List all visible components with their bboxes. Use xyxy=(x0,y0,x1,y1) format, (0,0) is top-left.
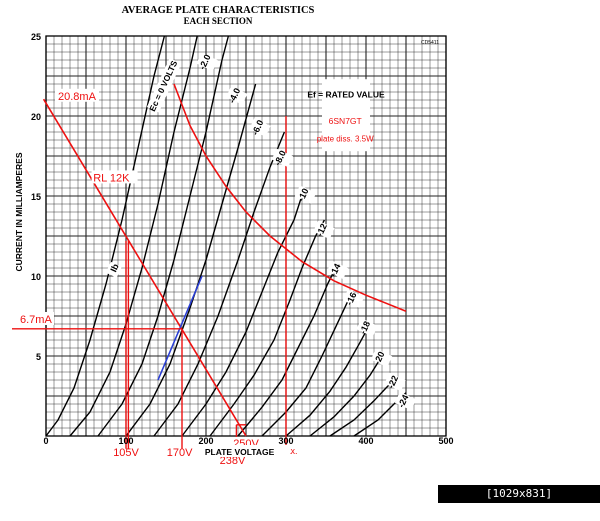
ann-bg xyxy=(18,312,54,325)
y-tick-label: 5 xyxy=(36,352,41,362)
xlabel-bg xyxy=(206,445,290,457)
ib-label: Ib xyxy=(108,262,121,274)
annotation-238v: 238V xyxy=(220,455,246,467)
curve-label-bg xyxy=(226,86,248,105)
curve-label-bg xyxy=(356,318,378,337)
curve-label-bg xyxy=(271,148,294,168)
y-tick-label: 20 xyxy=(31,112,41,122)
curve-label-bg xyxy=(249,118,271,137)
curve-label: -12 xyxy=(314,222,329,238)
curve-label: -24 xyxy=(396,393,411,409)
bias-line xyxy=(157,275,203,381)
x-tick-label: 100 xyxy=(118,436,133,446)
annotation-105v: 105V xyxy=(113,447,139,459)
chart-subtitle: EACH SECTION xyxy=(184,16,253,26)
curve-label: -22 xyxy=(386,374,401,390)
plate-characteristics-chart: -2.0-4.0-6.0-8.0-10-12-14-16-18-20-22-24… xyxy=(12,5,454,467)
plate-curve-7 xyxy=(237,267,337,437)
plate-curve-1 xyxy=(69,35,198,437)
plate-curve-0 xyxy=(45,35,166,437)
y-tick-label: 15 xyxy=(31,192,41,202)
x-tick-label: 300 xyxy=(278,436,293,446)
grid xyxy=(45,35,447,437)
image-host-footer: [1029x831] https://upic.me/ xyxy=(438,485,600,518)
tube-type-label: 6SN7GT xyxy=(329,116,362,126)
curve-label-bg xyxy=(294,185,317,204)
annotation-170v: 170V xyxy=(167,447,193,459)
plate-curve-10 xyxy=(309,355,383,437)
label-box xyxy=(322,79,370,152)
curve-label-bg xyxy=(370,348,393,368)
curve-label-bg xyxy=(342,289,365,308)
plate-curve-5 xyxy=(181,187,306,437)
x-tick-label: 0 xyxy=(43,436,48,446)
annotation-6-7ma: 6.7mA xyxy=(20,314,52,326)
curve-label-bg xyxy=(326,260,349,280)
load-line xyxy=(42,98,247,437)
dissipation-curve xyxy=(173,83,407,312)
curve-label: -20 xyxy=(372,350,387,366)
curve-label: -16 xyxy=(344,291,359,307)
ec-label-bg xyxy=(146,58,182,113)
curve-label-bg xyxy=(394,391,417,411)
plate-curve-9 xyxy=(285,323,371,437)
ann-bg xyxy=(55,88,99,102)
labels: -2.0-4.0-6.0-8.0-10-12-14-16-18-20-22-24… xyxy=(14,5,454,467)
curve-label: -10 xyxy=(296,187,311,203)
curve-label: -18 xyxy=(358,320,373,336)
ann-bg xyxy=(91,170,138,184)
curve-label-bg xyxy=(384,372,406,392)
curve-label: -14 xyxy=(328,262,343,278)
curve-label-bg xyxy=(196,52,218,72)
plate-curve-6 xyxy=(209,219,326,437)
x-axis-label: PLATE VOLTAGE xyxy=(205,447,275,457)
chart-title: AVERAGE PLATE CHARACTERISTICS xyxy=(122,5,315,16)
chart-container: -2.0 -4.0 -6.0 -8.0 -10 -12 -14 -16 -18 -20 -22 -24… xyxy=(12,5,600,518)
x-tick-label: 400 xyxy=(358,436,373,446)
ib-label-bg xyxy=(105,261,122,278)
code-label: CD5411 xyxy=(421,40,439,46)
annotation-rl-12k: RL 12K xyxy=(93,172,130,184)
x-tick-label: 200 xyxy=(198,436,213,446)
annotation-20-8ma: 20.8mA xyxy=(58,91,97,103)
y-axis-label: CURRENT IN MILLIAMPERES xyxy=(14,152,24,271)
red-annotations xyxy=(12,83,407,449)
y-tick-label: 25 xyxy=(31,32,41,42)
x-tick-label: 500 xyxy=(438,436,453,446)
ef-rated-label: Ef = RATED VALUE xyxy=(307,90,385,100)
curve-label-bg xyxy=(313,220,335,240)
y-tick-label: 10 xyxy=(31,272,41,282)
plate-diss-label: plate diss. 3.5W xyxy=(317,135,374,144)
